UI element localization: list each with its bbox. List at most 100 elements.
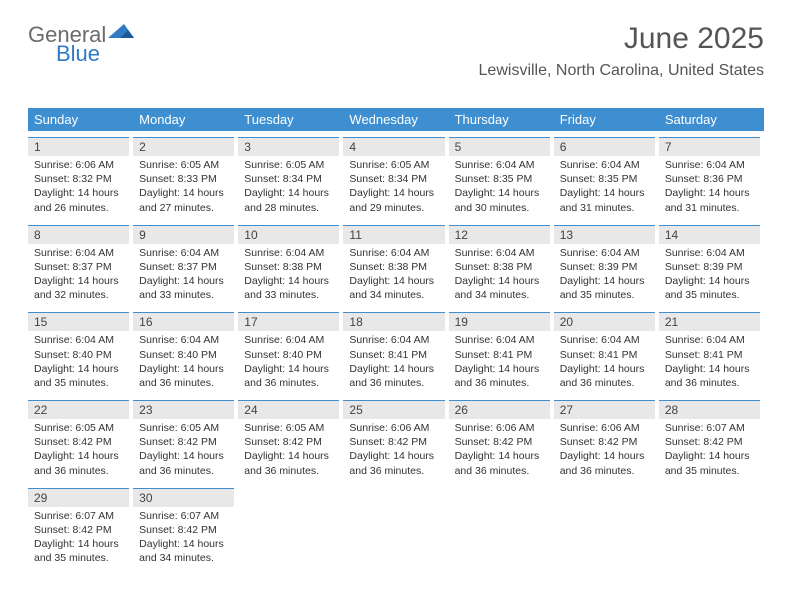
sunset-text: Sunset: 8:41 PM <box>349 348 438 362</box>
day-number: 16 <box>133 312 234 331</box>
day-cell: 18Sunrise: 6:04 AMSunset: 8:41 PMDayligh… <box>343 312 448 394</box>
sunset-text: Sunset: 8:36 PM <box>665 172 754 186</box>
day-cell <box>343 488 448 570</box>
day-cell: 11Sunrise: 6:04 AMSunset: 8:38 PMDayligh… <box>343 225 448 307</box>
day-header-saturday: Saturday <box>659 108 764 131</box>
day-number: 15 <box>28 312 129 331</box>
day-number: 5 <box>449 137 550 156</box>
daylight-text: Daylight: 14 hours and 34 minutes. <box>349 274 438 302</box>
daylight-text: Daylight: 14 hours and 26 minutes. <box>34 186 123 214</box>
day-number: 1 <box>28 137 129 156</box>
sunset-text: Sunset: 8:42 PM <box>560 435 649 449</box>
day-body: Sunrise: 6:05 AMSunset: 8:42 PMDaylight:… <box>28 419 129 482</box>
day-body: Sunrise: 6:07 AMSunset: 8:42 PMDaylight:… <box>133 507 234 570</box>
sunset-text: Sunset: 8:35 PM <box>455 172 544 186</box>
sunrise-text: Sunrise: 6:04 AM <box>455 246 544 260</box>
day-body: Sunrise: 6:04 AMSunset: 8:40 PMDaylight:… <box>238 331 339 394</box>
day-number: 7 <box>659 137 760 156</box>
day-number: 8 <box>28 225 129 244</box>
sunset-text: Sunset: 8:40 PM <box>34 348 123 362</box>
day-cell: 8Sunrise: 6:04 AMSunset: 8:37 PMDaylight… <box>28 225 133 307</box>
location-text: Lewisville, North Carolina, United State… <box>479 62 764 80</box>
week-row: 8Sunrise: 6:04 AMSunset: 8:37 PMDaylight… <box>28 225 764 307</box>
day-body: Sunrise: 6:06 AMSunset: 8:32 PMDaylight:… <box>28 156 129 219</box>
day-header-thursday: Thursday <box>449 108 554 131</box>
day-cell: 12Sunrise: 6:04 AMSunset: 8:38 PMDayligh… <box>449 225 554 307</box>
day-header-friday: Friday <box>554 108 659 131</box>
day-number: 2 <box>133 137 234 156</box>
day-cell <box>449 488 554 570</box>
daylight-text: Daylight: 14 hours and 36 minutes. <box>560 362 649 390</box>
day-number: 4 <box>343 137 444 156</box>
daylight-text: Daylight: 14 hours and 33 minutes. <box>244 274 333 302</box>
sunset-text: Sunset: 8:41 PM <box>455 348 544 362</box>
day-cell: 29Sunrise: 6:07 AMSunset: 8:42 PMDayligh… <box>28 488 133 570</box>
day-cell: 2Sunrise: 6:05 AMSunset: 8:33 PMDaylight… <box>133 137 238 219</box>
daylight-text: Daylight: 14 hours and 32 minutes. <box>34 274 123 302</box>
day-body: Sunrise: 6:04 AMSunset: 8:39 PMDaylight:… <box>659 244 760 307</box>
day-body: Sunrise: 6:04 AMSunset: 8:36 PMDaylight:… <box>659 156 760 219</box>
day-body: Sunrise: 6:04 AMSunset: 8:35 PMDaylight:… <box>449 156 550 219</box>
sunset-text: Sunset: 8:32 PM <box>34 172 123 186</box>
sunset-text: Sunset: 8:41 PM <box>665 348 754 362</box>
header-right: June 2025 Lewisville, North Carolina, Un… <box>479 22 764 80</box>
day-cell: 27Sunrise: 6:06 AMSunset: 8:42 PMDayligh… <box>554 400 659 482</box>
day-cell: 6Sunrise: 6:04 AMSunset: 8:35 PMDaylight… <box>554 137 659 219</box>
sunset-text: Sunset: 8:40 PM <box>139 348 228 362</box>
daylight-text: Daylight: 14 hours and 35 minutes. <box>34 537 123 565</box>
sunset-text: Sunset: 8:40 PM <box>244 348 333 362</box>
sunrise-text: Sunrise: 6:04 AM <box>560 246 649 260</box>
day-body: Sunrise: 6:04 AMSunset: 8:37 PMDaylight:… <box>133 244 234 307</box>
sunrise-text: Sunrise: 6:04 AM <box>560 158 649 172</box>
sunrise-text: Sunrise: 6:04 AM <box>665 246 754 260</box>
sunrise-text: Sunrise: 6:04 AM <box>349 333 438 347</box>
sunset-text: Sunset: 8:33 PM <box>139 172 228 186</box>
sunset-text: Sunset: 8:42 PM <box>139 523 228 537</box>
week-row: 15Sunrise: 6:04 AMSunset: 8:40 PMDayligh… <box>28 312 764 394</box>
sunset-text: Sunset: 8:42 PM <box>349 435 438 449</box>
day-cell: 10Sunrise: 6:04 AMSunset: 8:38 PMDayligh… <box>238 225 343 307</box>
day-body: Sunrise: 6:04 AMSunset: 8:41 PMDaylight:… <box>449 331 550 394</box>
day-number: 22 <box>28 400 129 419</box>
day-cell: 7Sunrise: 6:04 AMSunset: 8:36 PMDaylight… <box>659 137 764 219</box>
sunset-text: Sunset: 8:38 PM <box>455 260 544 274</box>
day-cell: 16Sunrise: 6:04 AMSunset: 8:40 PMDayligh… <box>133 312 238 394</box>
day-cell: 20Sunrise: 6:04 AMSunset: 8:41 PMDayligh… <box>554 312 659 394</box>
sunset-text: Sunset: 8:42 PM <box>34 435 123 449</box>
day-cell: 23Sunrise: 6:05 AMSunset: 8:42 PMDayligh… <box>133 400 238 482</box>
logo-triangle-icon <box>106 20 138 46</box>
day-number: 27 <box>554 400 655 419</box>
daylight-text: Daylight: 14 hours and 33 minutes. <box>139 274 228 302</box>
day-number: 29 <box>28 488 129 507</box>
day-number: 13 <box>554 225 655 244</box>
sunrise-text: Sunrise: 6:04 AM <box>349 246 438 260</box>
sunrise-text: Sunrise: 6:04 AM <box>34 246 123 260</box>
day-body: Sunrise: 6:04 AMSunset: 8:41 PMDaylight:… <box>659 331 760 394</box>
sunrise-text: Sunrise: 6:04 AM <box>139 333 228 347</box>
day-body: Sunrise: 6:05 AMSunset: 8:34 PMDaylight:… <box>238 156 339 219</box>
sunrise-text: Sunrise: 6:06 AM <box>34 158 123 172</box>
day-cell <box>554 488 659 570</box>
day-cell: 22Sunrise: 6:05 AMSunset: 8:42 PMDayligh… <box>28 400 133 482</box>
sunrise-text: Sunrise: 6:04 AM <box>455 158 544 172</box>
sunset-text: Sunset: 8:38 PM <box>349 260 438 274</box>
daylight-text: Daylight: 14 hours and 36 minutes. <box>455 362 544 390</box>
day-body: Sunrise: 6:06 AMSunset: 8:42 PMDaylight:… <box>554 419 655 482</box>
sunrise-text: Sunrise: 6:04 AM <box>665 333 754 347</box>
daylight-text: Daylight: 14 hours and 35 minutes. <box>34 362 123 390</box>
day-header-sunday: Sunday <box>28 108 133 131</box>
day-cell: 1Sunrise: 6:06 AMSunset: 8:32 PMDaylight… <box>28 137 133 219</box>
sunset-text: Sunset: 8:42 PM <box>139 435 228 449</box>
day-number: 18 <box>343 312 444 331</box>
sunrise-text: Sunrise: 6:06 AM <box>349 421 438 435</box>
day-number: 20 <box>554 312 655 331</box>
day-body: Sunrise: 6:04 AMSunset: 8:37 PMDaylight:… <box>28 244 129 307</box>
day-number: 25 <box>343 400 444 419</box>
day-body: Sunrise: 6:04 AMSunset: 8:40 PMDaylight:… <box>28 331 129 394</box>
sunset-text: Sunset: 8:39 PM <box>665 260 754 274</box>
brand-logo: General Blue <box>28 22 138 48</box>
sunrise-text: Sunrise: 6:05 AM <box>34 421 123 435</box>
day-cell: 9Sunrise: 6:04 AMSunset: 8:37 PMDaylight… <box>133 225 238 307</box>
daylight-text: Daylight: 14 hours and 36 minutes. <box>560 449 649 477</box>
daylight-text: Daylight: 14 hours and 36 minutes. <box>34 449 123 477</box>
